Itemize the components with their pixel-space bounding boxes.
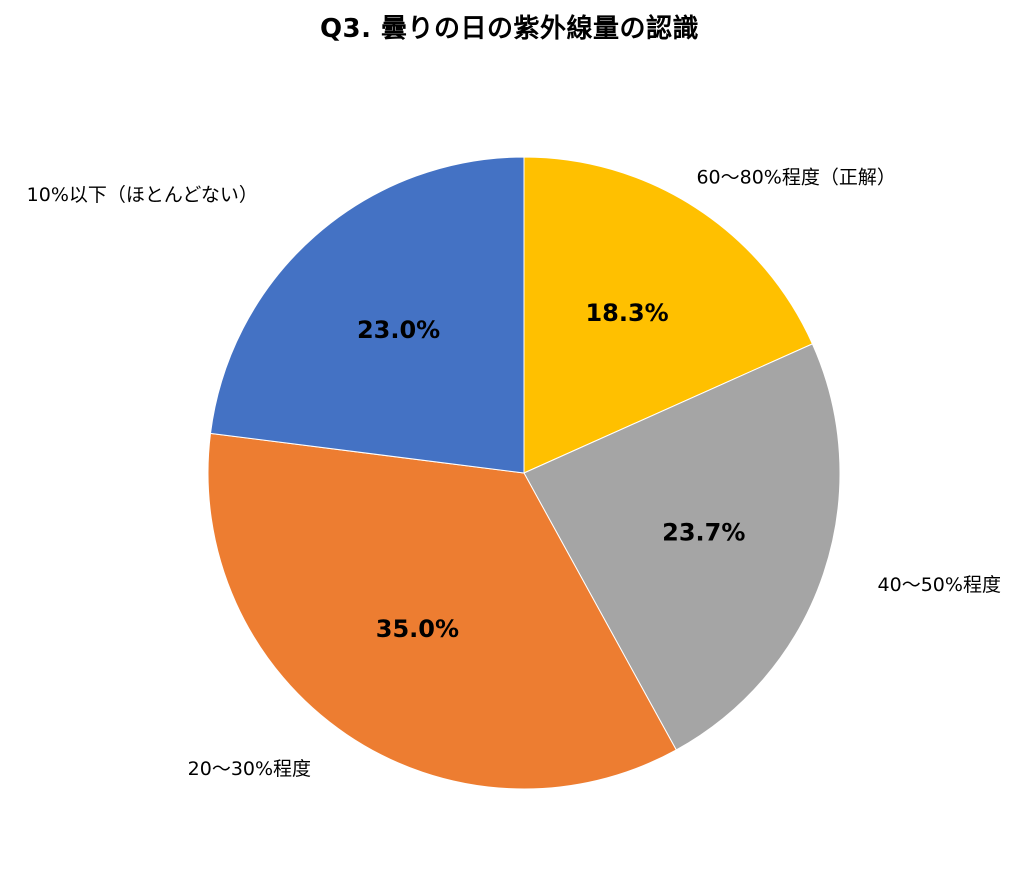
- slice-category-label-0: 60〜80%程度（正解）: [696, 166, 895, 188]
- slice-category-label-2: 20〜30%程度: [188, 758, 311, 780]
- slice-value-label-1: 23.7%: [662, 518, 745, 546]
- pie-slice-2: [207, 432, 677, 790]
- pie-slice-1: [523, 343, 841, 751]
- slice-value-label-0: 18.3%: [585, 299, 668, 327]
- slice-value-label-2: 35.0%: [376, 615, 459, 643]
- slice-category-label-3: 10%以下（ほとんどない）: [27, 184, 258, 206]
- slice-category-label-1: 40〜50%程度: [878, 574, 1001, 596]
- pie-slice-0: [523, 156, 814, 474]
- chart-title: Q3. 曇りの日の紫外線量の認識: [319, 14, 700, 44]
- slice-value-label-3: 23.0%: [357, 316, 440, 344]
- pie-slice-3: [209, 156, 525, 474]
